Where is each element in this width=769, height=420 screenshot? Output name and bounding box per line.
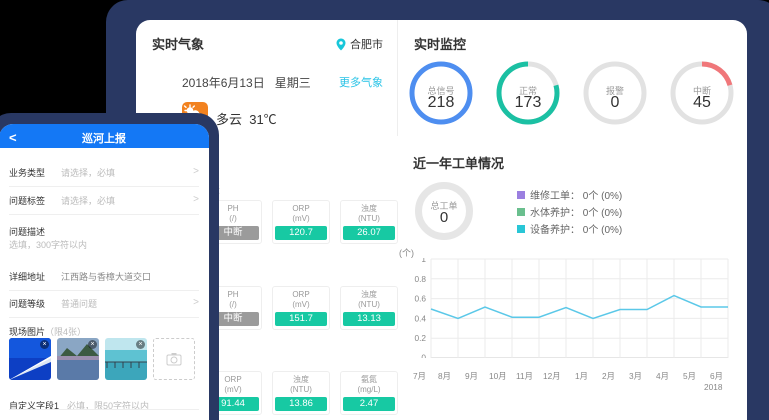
svg-text:0.4: 0.4: [414, 313, 426, 323]
svg-text:0.6: 0.6: [414, 294, 426, 304]
svg-text:0.2: 0.2: [414, 333, 426, 343]
svg-text:1: 1: [421, 258, 426, 264]
svg-text:0.8: 0.8: [414, 274, 426, 284]
svg-text:0: 0: [421, 353, 426, 359]
